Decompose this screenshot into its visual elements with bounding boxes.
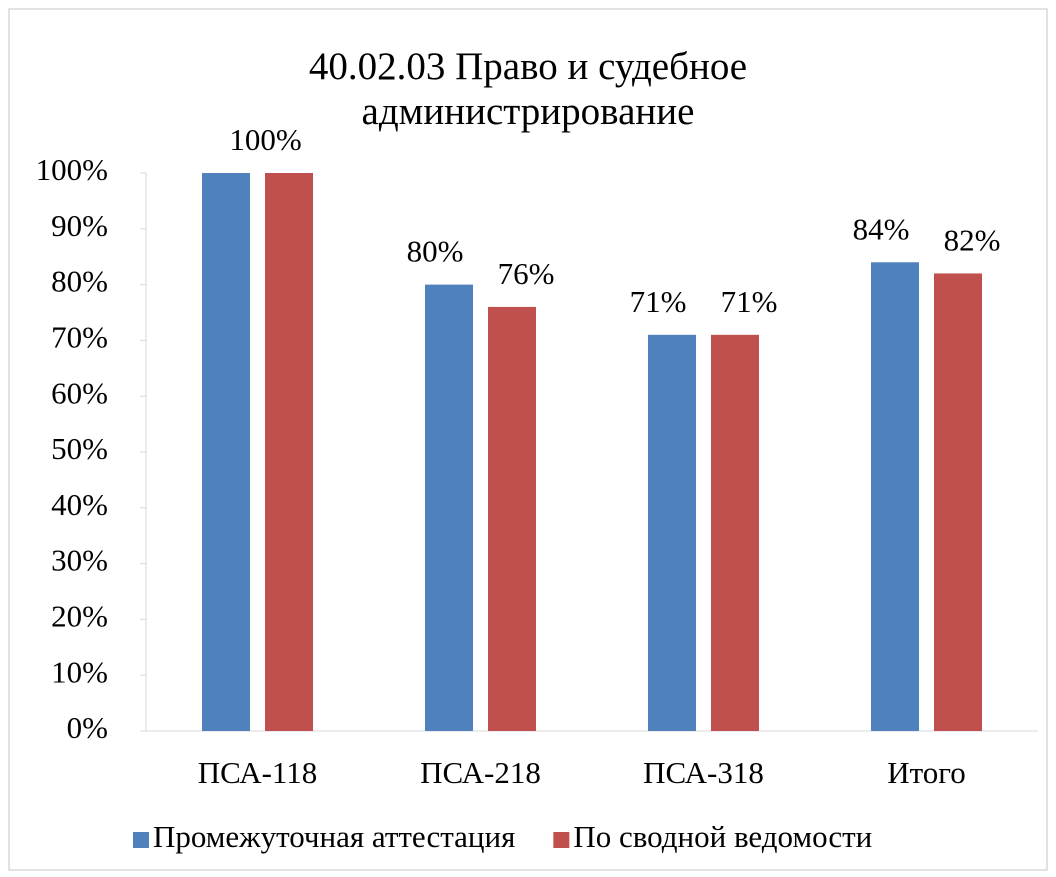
y-tick-label: 90% xyxy=(51,208,108,243)
bar xyxy=(871,262,919,731)
y-tick-label: 30% xyxy=(51,543,108,578)
bar xyxy=(425,284,473,731)
y-tick-label: 70% xyxy=(51,320,108,355)
bar xyxy=(488,306,536,731)
y-tick-label: 100% xyxy=(36,152,108,187)
chart-title: администрирование xyxy=(362,90,695,133)
x-tick-label: Итого xyxy=(887,755,965,790)
y-tick-label: 0% xyxy=(67,710,108,745)
y-tick-label: 40% xyxy=(51,487,108,522)
y-tick-label: 10% xyxy=(51,654,108,689)
bar xyxy=(648,334,696,731)
data-label: 84% xyxy=(853,211,910,246)
bar xyxy=(934,273,982,731)
legend-swatch xyxy=(133,832,149,848)
x-tick-label: ПСА-118 xyxy=(198,755,318,790)
data-label: 71% xyxy=(721,284,778,319)
y-tick-label: 50% xyxy=(51,431,108,466)
data-label: 80% xyxy=(407,234,464,269)
legend-label: Промежуточная аттестация xyxy=(153,819,515,854)
y-tick-label: 80% xyxy=(51,264,108,299)
data-label: 100% xyxy=(229,122,301,157)
legend-label: По сводной ведомости xyxy=(573,819,872,854)
data-label: 76% xyxy=(498,256,555,291)
bar xyxy=(265,173,313,731)
x-tick-label: ПСА-218 xyxy=(420,755,541,790)
data-label: 82% xyxy=(944,223,1001,258)
y-tick-label: 20% xyxy=(51,599,108,634)
y-tick-label: 60% xyxy=(51,375,108,410)
chart-title: 40.02.03 Право и судебное xyxy=(309,45,747,88)
bar xyxy=(711,334,759,731)
data-label: 71% xyxy=(630,284,687,319)
x-tick-label: ПСА-318 xyxy=(643,755,764,790)
bar xyxy=(202,173,250,731)
legend-swatch xyxy=(553,832,570,848)
